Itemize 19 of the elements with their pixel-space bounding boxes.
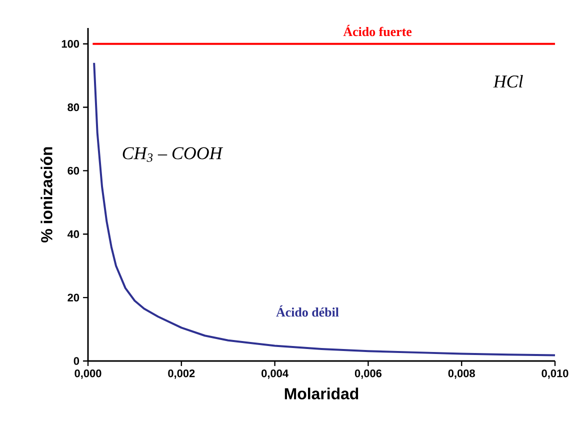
annotation: HCl (493, 74, 523, 88)
y-tick-label: 0 (74, 357, 80, 365)
series-label: Ácido fuerte (343, 24, 412, 36)
y-tick-label: 40 (67, 230, 80, 238)
text: Ácido débil (276, 305, 339, 317)
x-tick-label: 0,004 (262, 370, 288, 379)
x-tick-label: 0,002 (168, 370, 195, 379)
x-tick-label: 0,000 (74, 370, 102, 379)
x-tick-label: 0,006 (354, 370, 382, 379)
x-tick-label: 0,008 (448, 370, 475, 379)
y-tick-label: 80 (68, 103, 80, 112)
y-tick-label: 100 (62, 40, 80, 48)
y-axis-title: % ionización (40, 147, 52, 242)
y-tick-label: 20 (68, 294, 80, 302)
x-tick-label: 0,010 (542, 370, 568, 379)
line-series (93, 62, 556, 356)
annotation: CH$_{3}$ – COOH (122, 147, 224, 162)
x-axis-title: Molaridad (284, 388, 358, 400)
y-tick-label: 60 (68, 166, 80, 175)
